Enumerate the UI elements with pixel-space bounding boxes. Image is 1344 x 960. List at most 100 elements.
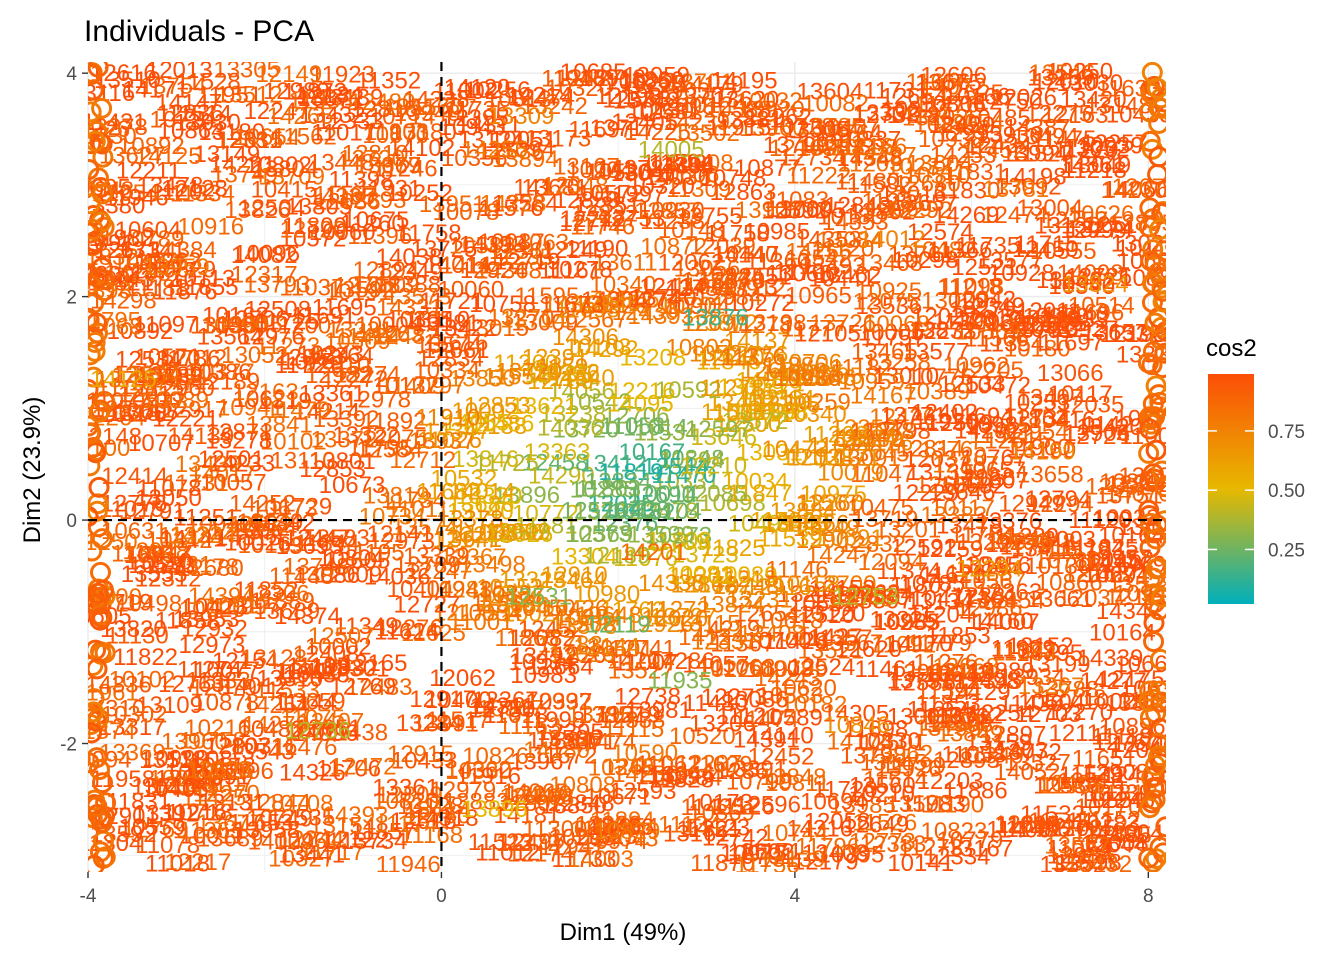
cloud-label: 12221 [152, 406, 219, 433]
cloud-label: 10034 [722, 468, 789, 495]
cloud-label: 10983 [510, 662, 577, 689]
cloud-label: 12897 [980, 722, 1047, 749]
cloud-label: 10675 [343, 207, 410, 234]
point-label: 14227 [850, 142, 917, 169]
cloud-label: 14056 [548, 378, 615, 405]
cloud-label: 12644 [1080, 832, 1147, 859]
cloud-label: 10099 [732, 398, 799, 425]
cloud-label: 12247 [560, 206, 627, 233]
cloud-label: 13883 [443, 788, 510, 815]
cloud-label: 13557 [383, 94, 450, 121]
cloud-label: 11480 [835, 168, 900, 195]
cloud-label: 12784 [665, 275, 732, 302]
cloud-label: 12989 [263, 78, 330, 105]
cloud-label: 12082 [509, 625, 576, 652]
cloud-label: 11026 [417, 427, 482, 454]
cloud-label: 13478 [936, 512, 1003, 539]
cloud-label: 10598 [831, 134, 898, 161]
cloud-label: 13646 [929, 479, 996, 506]
cloud-label: 14247 [806, 542, 873, 569]
cloud-label: 10734 [359, 504, 426, 531]
cloud-label: 12461 [274, 828, 341, 855]
cloud-label: 11276 [913, 649, 978, 676]
cloud-label: 12902 [796, 527, 863, 554]
cloud-label: 12189 [193, 369, 260, 396]
cloud-label: 10530 [586, 159, 653, 186]
cloud-label: 11860 [844, 584, 909, 611]
cloud-label: 12769 [330, 674, 397, 701]
cloud-label: 13452 [708, 390, 775, 417]
point-label: 13781 [982, 176, 1049, 203]
cloud-label: 12450 [1012, 236, 1079, 263]
cloud-label: 12058 [804, 809, 871, 836]
cloud-label: 10331 [653, 468, 720, 495]
cloud-label: 14171 [122, 76, 189, 103]
cloud-label: 10646 [987, 528, 1054, 555]
cloud-label: 11757 [861, 324, 926, 351]
point-label: 12531 [505, 584, 572, 611]
cloud-label: 11309 [952, 586, 1017, 613]
point-label: 10626 [187, 757, 254, 784]
cloud-label: 11220 [1054, 136, 1119, 163]
x-tick-label: 4 [790, 886, 801, 907]
y-tick-label: -2 [60, 735, 77, 756]
cloud-label: 12257 [1042, 207, 1109, 234]
point-label: 10846 [823, 712, 890, 739]
cloud-label: 10520 [669, 723, 736, 750]
cloud-label: 12596 [734, 792, 801, 819]
y-tick-label: 4 [66, 64, 77, 85]
cloud-label: 11428 [763, 628, 828, 655]
cloud-label: 12750 [469, 697, 536, 724]
legend-colorbar [1208, 374, 1254, 604]
cloud-label: 13712 [936, 702, 1003, 729]
cloud-label: 12557 [112, 362, 179, 389]
cloud-label: 11400 [986, 816, 1051, 843]
cloud-label: 11120 [811, 235, 874, 262]
point-label: 14265 [267, 103, 334, 130]
cloud-label: 12062 [429, 665, 496, 692]
cloud-label: 12857 [634, 198, 701, 225]
cloud-label: 12734 [1004, 405, 1071, 432]
cloud-label: 14316 [786, 815, 853, 842]
point-label: 13627 [99, 142, 166, 169]
cloud-label: 10514 [1068, 293, 1135, 320]
cloud-label: 11012 [485, 519, 550, 546]
cloud-label: 13658 [1017, 462, 1084, 489]
cloud-label: 12165 [341, 650, 408, 677]
cloud-label: 11539 [758, 526, 823, 553]
y-axis: -2 0 2 4 [60, 64, 88, 756]
cloud-label: 11858 [155, 607, 220, 634]
cloud-label: 12474 [981, 202, 1048, 229]
cloud-label: 12834 [417, 345, 484, 372]
cloud-label: 10823 [881, 96, 948, 123]
cloud-label: 14043 [592, 826, 659, 853]
cloud-label: 13110 [270, 448, 335, 475]
point-label: 12337 [691, 628, 758, 655]
cloud-label: 13196 [915, 715, 982, 742]
cloud-label: 11152 [1078, 807, 1141, 834]
cloud-label: 11219 [596, 702, 661, 729]
cloud-label: 10027 [502, 601, 569, 628]
cloud-label: 11018 [483, 702, 548, 729]
point-label: 14125 [90, 366, 157, 393]
cloud-label: 10552 [476, 574, 543, 601]
cloud-label: 13834 [585, 468, 652, 495]
x-tick-label: 8 [1143, 886, 1154, 907]
cloud-label: 13030 [174, 109, 241, 136]
cloud-label: 12602 [728, 839, 795, 866]
cloud-label: 13994 [1001, 140, 1068, 167]
cloud-label: 14198 [1000, 164, 1067, 191]
cloud-label: 11951 [197, 82, 262, 109]
point-label: 13309 [488, 103, 555, 130]
cloud-label: 13145 [860, 749, 927, 776]
cloud-label: 11218 [1062, 157, 1127, 184]
cloud-label: 10878 [192, 690, 259, 717]
cloud-label: 10533 [128, 552, 195, 579]
cloud-label: 13441 [278, 842, 345, 869]
point-label: 14167 [850, 383, 917, 410]
cloud-label: 11334 [170, 181, 235, 208]
cloud-label: 12932 [181, 616, 248, 643]
y-tick-label: 2 [66, 288, 77, 309]
legend-title: cos2 [1206, 335, 1257, 362]
point-label: 14224 [169, 522, 236, 549]
